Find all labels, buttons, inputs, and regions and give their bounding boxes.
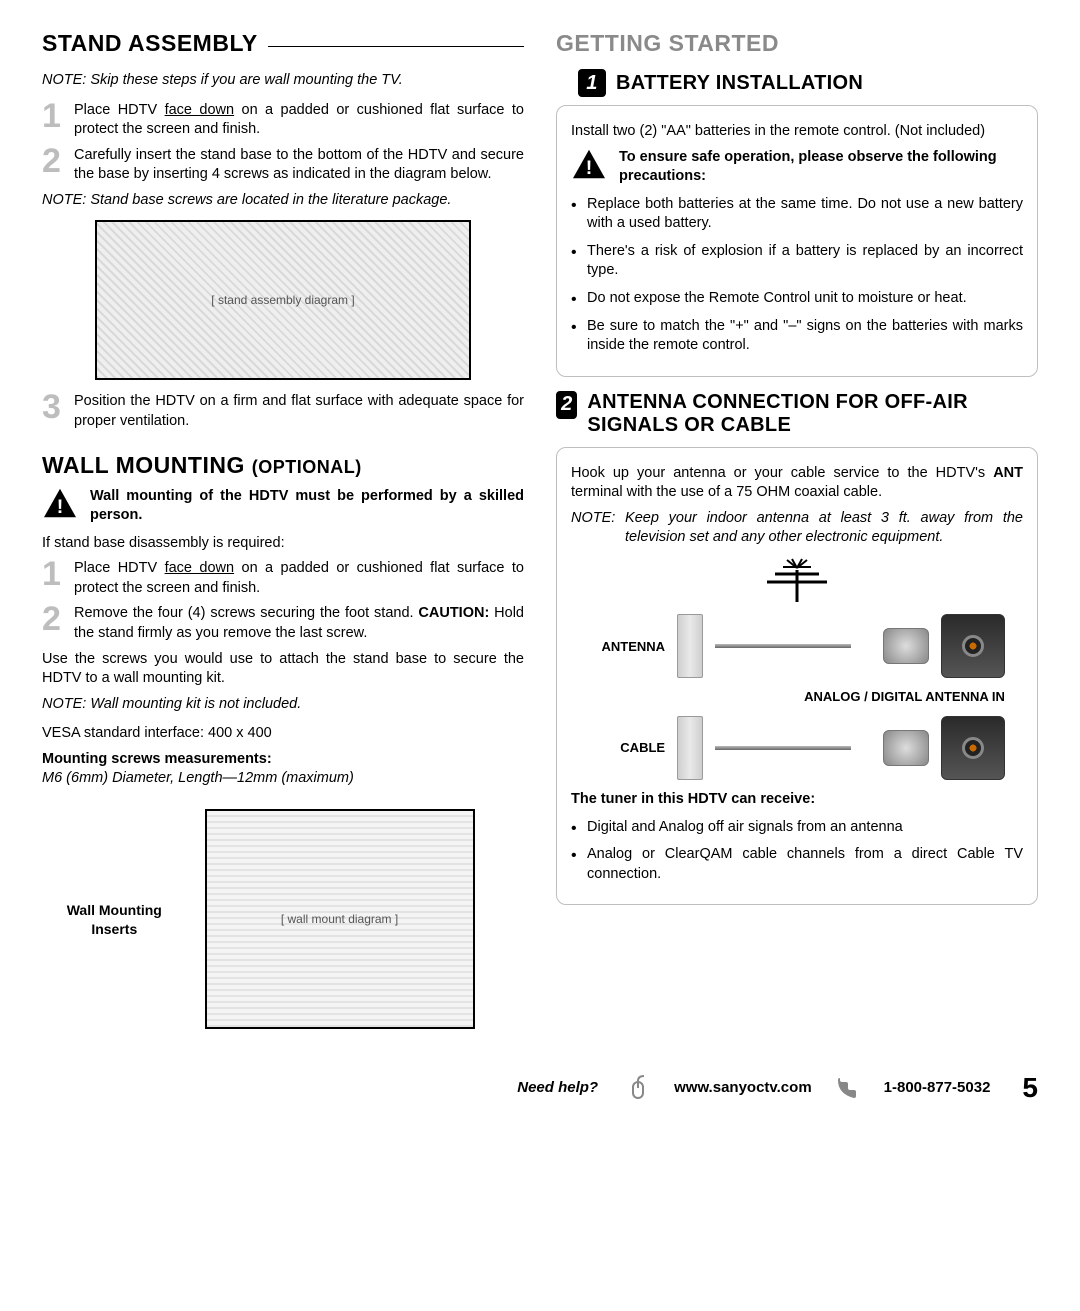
wall-intro: If stand base disassembly is required: [42, 534, 524, 554]
precaution-4: Be sure to match the "+" and "–" signs o… [571, 317, 1023, 356]
note-label: NOTE: [42, 72, 86, 88]
svg-text:!: ! [586, 156, 593, 178]
stand-step-1: 1 Place HDTV face down on a padded or cu… [42, 101, 524, 140]
antenna-label: ANTENNA [589, 638, 665, 656]
page-footer: Need help? www.sanyoctv.com 1-800-877-50… [42, 1069, 1038, 1107]
antenna-heading-wrap: 2 ANTENNA CONNECTION FOR OFF-AIR SIGNALS… [556, 377, 1038, 443]
antenna-panel: Hook up your antenna or your cable servi… [556, 447, 1038, 906]
battery-intro: Install two (2) "AA" batteries in the re… [571, 122, 1023, 142]
step-number: 1 [42, 101, 64, 132]
jack-caption: ANALOG / DIGITAL ANTENNA IN [589, 688, 1005, 706]
step-number: 3 [42, 392, 64, 423]
wall-mounting-heading: WALL MOUNTING (OPTIONAL) [42, 450, 524, 481]
cable-row: CABLE [589, 716, 1005, 780]
antenna-row: ANTENNA [589, 614, 1005, 678]
wall-mount-inserts-label: Wall Mounting Inserts [42, 901, 187, 939]
step-badge-1: 1 [578, 69, 606, 97]
battery-warning: ! To ensure safe operation, please obser… [571, 148, 1023, 187]
warning-icon: ! [42, 487, 78, 519]
need-help-label: Need help? [517, 1078, 598, 1098]
wall-note-3: NOTE: Wall mounting kit is not included. [42, 695, 524, 715]
battery-precautions: Replace both batteries at the same time.… [571, 195, 1023, 356]
step-number: 2 [42, 146, 64, 177]
page-number: 5 [1022, 1069, 1038, 1107]
stand-step-3: 3 Position the HDTV on a firm and flat s… [42, 392, 524, 431]
antenna-note: NOTE: Keep your indoor antenna at least … [571, 509, 1023, 548]
antenna-title: ANTENNA CONNECTION FOR OFF-AIR SIGNALS O… [587, 391, 1038, 437]
step-text: Position the HDTV on a firm and flat sur… [74, 392, 524, 431]
wall-steps: 1 Place HDTV face down on a padded or cu… [42, 559, 524, 643]
note-text: Stand base screws are located in the lit… [90, 192, 451, 208]
battery-title: BATTERY INSTALLATION [616, 70, 863, 97]
wall-step-2: 2 Remove the four (4) screws securing th… [42, 604, 524, 643]
stand-assembly-heading: STAND ASSEMBLY [42, 28, 524, 65]
coax-plug-icon [883, 730, 929, 766]
phone-icon [834, 1074, 862, 1102]
tuner-item-2: Analog or ClearQAM cable channels from a… [571, 845, 1023, 884]
stand-diagram: [ stand assembly diagram ] [95, 220, 471, 380]
tuner-list: Digital and Analog off air signals from … [571, 818, 1023, 885]
precaution-2: There's a risk of explosion if a battery… [571, 242, 1023, 281]
battery-warning-text: To ensure safe operation, please observe… [619, 148, 1023, 187]
step-text: Remove the four (4) screws securing the … [74, 604, 524, 643]
note-text: Skip these steps if you are wall mountin… [90, 72, 402, 88]
step-text: Carefully insert the stand base to the b… [74, 146, 524, 185]
antenna-jack-icon [941, 614, 1005, 678]
antenna-intro: Hook up your antenna or your cable servi… [571, 464, 1023, 503]
left-column: STAND ASSEMBLY NOTE: Skip these steps if… [42, 28, 524, 1041]
svg-text:!: ! [57, 495, 64, 517]
cable-label: CABLE [589, 739, 665, 757]
step-number: 2 [42, 604, 64, 635]
coax-cable-icon [715, 637, 871, 655]
antenna-diagram: ANTENNA ANALOG / DIGITAL ANTENNA IN CABL… [589, 558, 1005, 780]
wall-warning-text: Wall mounting of the HDTV must be perfor… [90, 487, 524, 526]
note-text: Wall mounting kit is not included. [90, 696, 301, 712]
screws-spec: M6 (6mm) Diameter, Length—12mm (maximum) [42, 769, 524, 789]
tuner-title: The tuner in this HDTV can receive: [571, 790, 1023, 810]
note-label: NOTE: [42, 192, 86, 208]
warning-icon: ! [571, 148, 607, 180]
stand-steps: 1 Place HDTV face down on a padded or cu… [42, 101, 524, 185]
vesa-spec: VESA standard interface: 400 x 400 [42, 724, 524, 744]
wall-use-screws: Use the screws you would use to attach t… [42, 650, 524, 689]
wall-plate-icon [677, 614, 703, 678]
step-text: Place HDTV face down on a padded or cush… [74, 101, 524, 140]
note-label: NOTE: [42, 696, 86, 712]
wall-step-1: 1 Place HDTV face down on a padded or cu… [42, 559, 524, 598]
note-text: Keep your indoor antenna at least 3 ft. … [625, 510, 1023, 546]
wall-plate-icon [677, 716, 703, 780]
antenna-heading: 2 ANTENNA CONNECTION FOR OFF-AIR SIGNALS… [556, 391, 1038, 437]
right-column: GETTING STARTED 1 BATTERY INSTALLATION I… [556, 28, 1038, 1041]
step-text: Place HDTV face down on a padded or cush… [74, 559, 524, 598]
antenna-jack-icon [941, 716, 1005, 780]
stand-step-2: 2 Carefully insert the stand base to the… [42, 146, 524, 185]
precaution-1: Replace both batteries at the same time.… [571, 195, 1023, 234]
tuner-item-1: Digital and Analog off air signals from … [571, 818, 1023, 838]
wall-mount-diagram: [ wall mount diagram ] [205, 809, 475, 1029]
wall-mount-diagram-row: Wall Mounting Inserts [ wall mount diagr… [42, 799, 524, 1041]
precaution-3: Do not expose the Remote Control unit to… [571, 289, 1023, 309]
footer-phone: 1-800-877-5032 [884, 1078, 991, 1098]
heading-rule [268, 46, 524, 47]
wall-warning: ! Wall mounting of the HDTV must be perf… [42, 487, 524, 526]
footer-url: www.sanyoctv.com [674, 1078, 812, 1098]
stand-assembly-title: STAND ASSEMBLY [42, 28, 258, 59]
step-number: 1 [42, 559, 64, 590]
stand-note-1: NOTE: Skip these steps if you are wall m… [42, 71, 524, 91]
note-label: NOTE: [571, 510, 615, 526]
getting-started-heading: GETTING STARTED [556, 28, 1038, 59]
step-badge-2: 2 [556, 391, 577, 419]
battery-panel: Install two (2) "AA" batteries in the re… [556, 105, 1038, 377]
coax-plug-icon [883, 628, 929, 664]
coax-cable-icon [715, 739, 871, 757]
stand-steps-cont: 3 Position the HDTV on a firm and flat s… [42, 392, 524, 431]
stand-note-2: NOTE: Stand base screws are located in t… [42, 191, 524, 211]
battery-heading: 1 BATTERY INSTALLATION [578, 69, 1038, 97]
screws-heading: Mounting screws measurements: [42, 750, 524, 770]
mouse-icon [624, 1074, 652, 1102]
antenna-icon [589, 558, 1005, 611]
